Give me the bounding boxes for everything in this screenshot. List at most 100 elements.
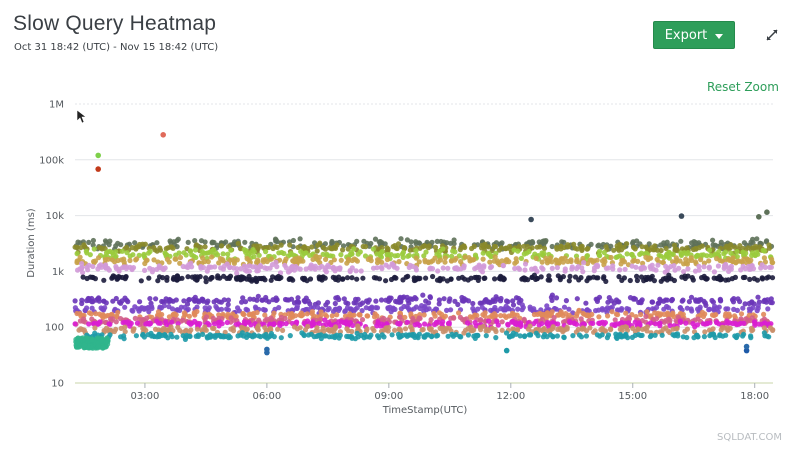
data-point xyxy=(518,255,525,261)
data-point xyxy=(434,238,440,244)
data-point xyxy=(428,317,434,323)
data-point xyxy=(510,302,517,308)
data-point xyxy=(616,274,622,280)
data-point xyxy=(253,278,259,284)
data-point xyxy=(486,318,492,324)
outlier-point xyxy=(678,213,685,219)
data-point xyxy=(574,311,580,317)
data-point xyxy=(315,300,321,306)
data-point xyxy=(301,331,307,338)
data-point xyxy=(762,298,768,304)
data-point xyxy=(430,273,436,280)
data-point xyxy=(373,298,379,304)
data-point xyxy=(723,277,729,283)
data-point xyxy=(215,273,221,279)
data-point xyxy=(638,311,644,318)
data-point xyxy=(670,310,676,316)
data-point xyxy=(571,320,577,326)
data-point xyxy=(169,319,175,325)
data-point xyxy=(727,265,733,271)
data-points xyxy=(72,132,776,356)
data-point xyxy=(549,309,555,315)
data-point xyxy=(400,249,406,255)
data-point xyxy=(187,333,193,339)
data-point xyxy=(287,276,293,282)
data-point xyxy=(630,325,636,331)
data-point xyxy=(119,248,125,254)
data-point xyxy=(734,249,740,255)
y-tick-label: 100 xyxy=(45,323,64,334)
data-point xyxy=(301,320,307,326)
data-point xyxy=(238,266,244,272)
export-button[interactable]: Export xyxy=(653,21,735,49)
data-point xyxy=(354,305,360,311)
data-point xyxy=(309,264,315,270)
data-point xyxy=(332,333,338,339)
data-point xyxy=(632,332,638,338)
expand-arrows-icon[interactable] xyxy=(764,27,780,43)
data-point xyxy=(451,241,457,247)
data-point xyxy=(733,260,739,266)
data-point xyxy=(461,296,467,302)
data-point xyxy=(482,297,488,303)
data-point xyxy=(164,256,170,262)
data-point xyxy=(561,334,567,340)
data-point xyxy=(151,257,157,263)
data-point xyxy=(654,304,660,310)
data-point xyxy=(446,325,452,331)
data-point xyxy=(521,251,527,257)
data-point xyxy=(761,255,768,261)
data-point xyxy=(255,323,261,329)
data-point xyxy=(747,276,753,282)
data-point xyxy=(74,340,80,346)
data-point xyxy=(596,314,602,320)
data-point xyxy=(310,256,316,262)
data-point xyxy=(492,276,498,282)
data-point xyxy=(633,264,639,270)
data-point xyxy=(367,305,373,312)
data-point xyxy=(678,238,684,244)
data-point xyxy=(390,262,396,268)
data-point xyxy=(275,273,281,280)
reset-zoom-button[interactable]: Reset Zoom xyxy=(707,80,779,94)
data-point xyxy=(422,321,428,327)
data-point xyxy=(568,257,574,263)
data-point xyxy=(740,274,747,281)
data-point xyxy=(446,321,452,327)
data-point xyxy=(674,331,681,337)
data-point xyxy=(436,301,442,307)
data-point xyxy=(682,273,688,279)
data-point xyxy=(278,242,284,248)
data-point xyxy=(734,307,741,313)
data-point xyxy=(322,275,328,281)
data-point xyxy=(127,257,133,264)
y-axis-label: Duration (ms) xyxy=(26,208,37,277)
data-point xyxy=(522,276,529,282)
data-point xyxy=(472,312,478,318)
data-point xyxy=(505,299,511,305)
data-point xyxy=(413,265,419,271)
data-point xyxy=(574,246,580,252)
data-point xyxy=(72,321,78,327)
data-point xyxy=(722,245,729,251)
data-point xyxy=(193,254,199,261)
data-point xyxy=(677,319,684,325)
data-point xyxy=(267,265,273,271)
data-point xyxy=(549,259,555,265)
data-point xyxy=(185,274,191,280)
data-point xyxy=(294,303,300,309)
data-point xyxy=(718,239,724,245)
data-point xyxy=(225,251,231,257)
data-point xyxy=(318,316,324,322)
data-point xyxy=(437,275,443,282)
data-point xyxy=(262,307,268,313)
data-point xyxy=(550,333,556,339)
data-point xyxy=(260,257,266,263)
data-point xyxy=(515,326,521,333)
data-point xyxy=(122,329,128,335)
data-point xyxy=(404,294,410,300)
data-point xyxy=(472,335,478,341)
data-point xyxy=(303,266,309,272)
data-point xyxy=(171,311,177,317)
